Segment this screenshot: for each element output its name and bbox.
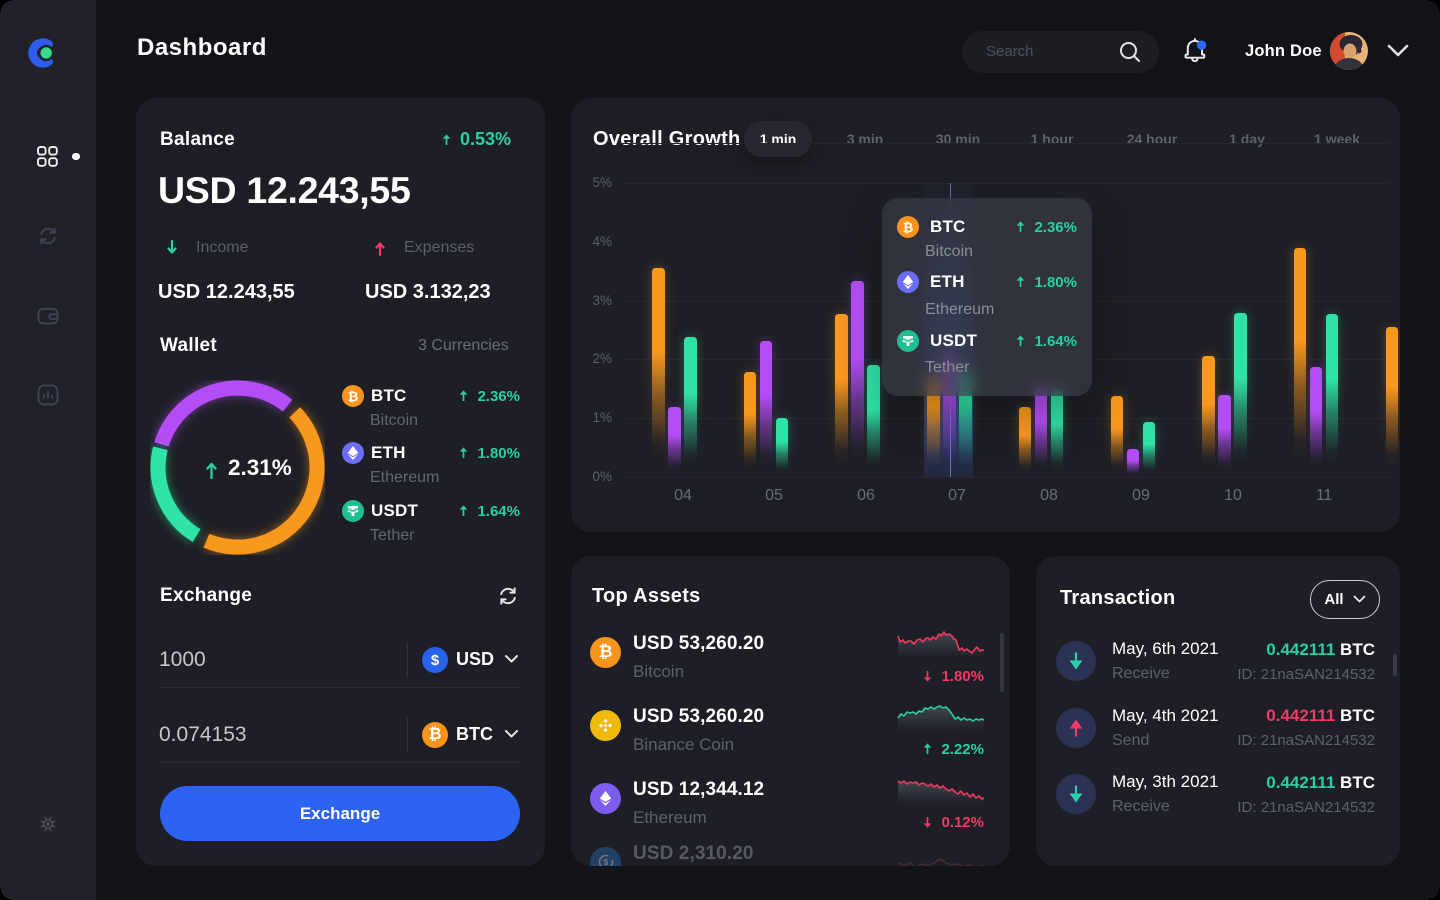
svg-text:$: $ [603, 858, 608, 866]
